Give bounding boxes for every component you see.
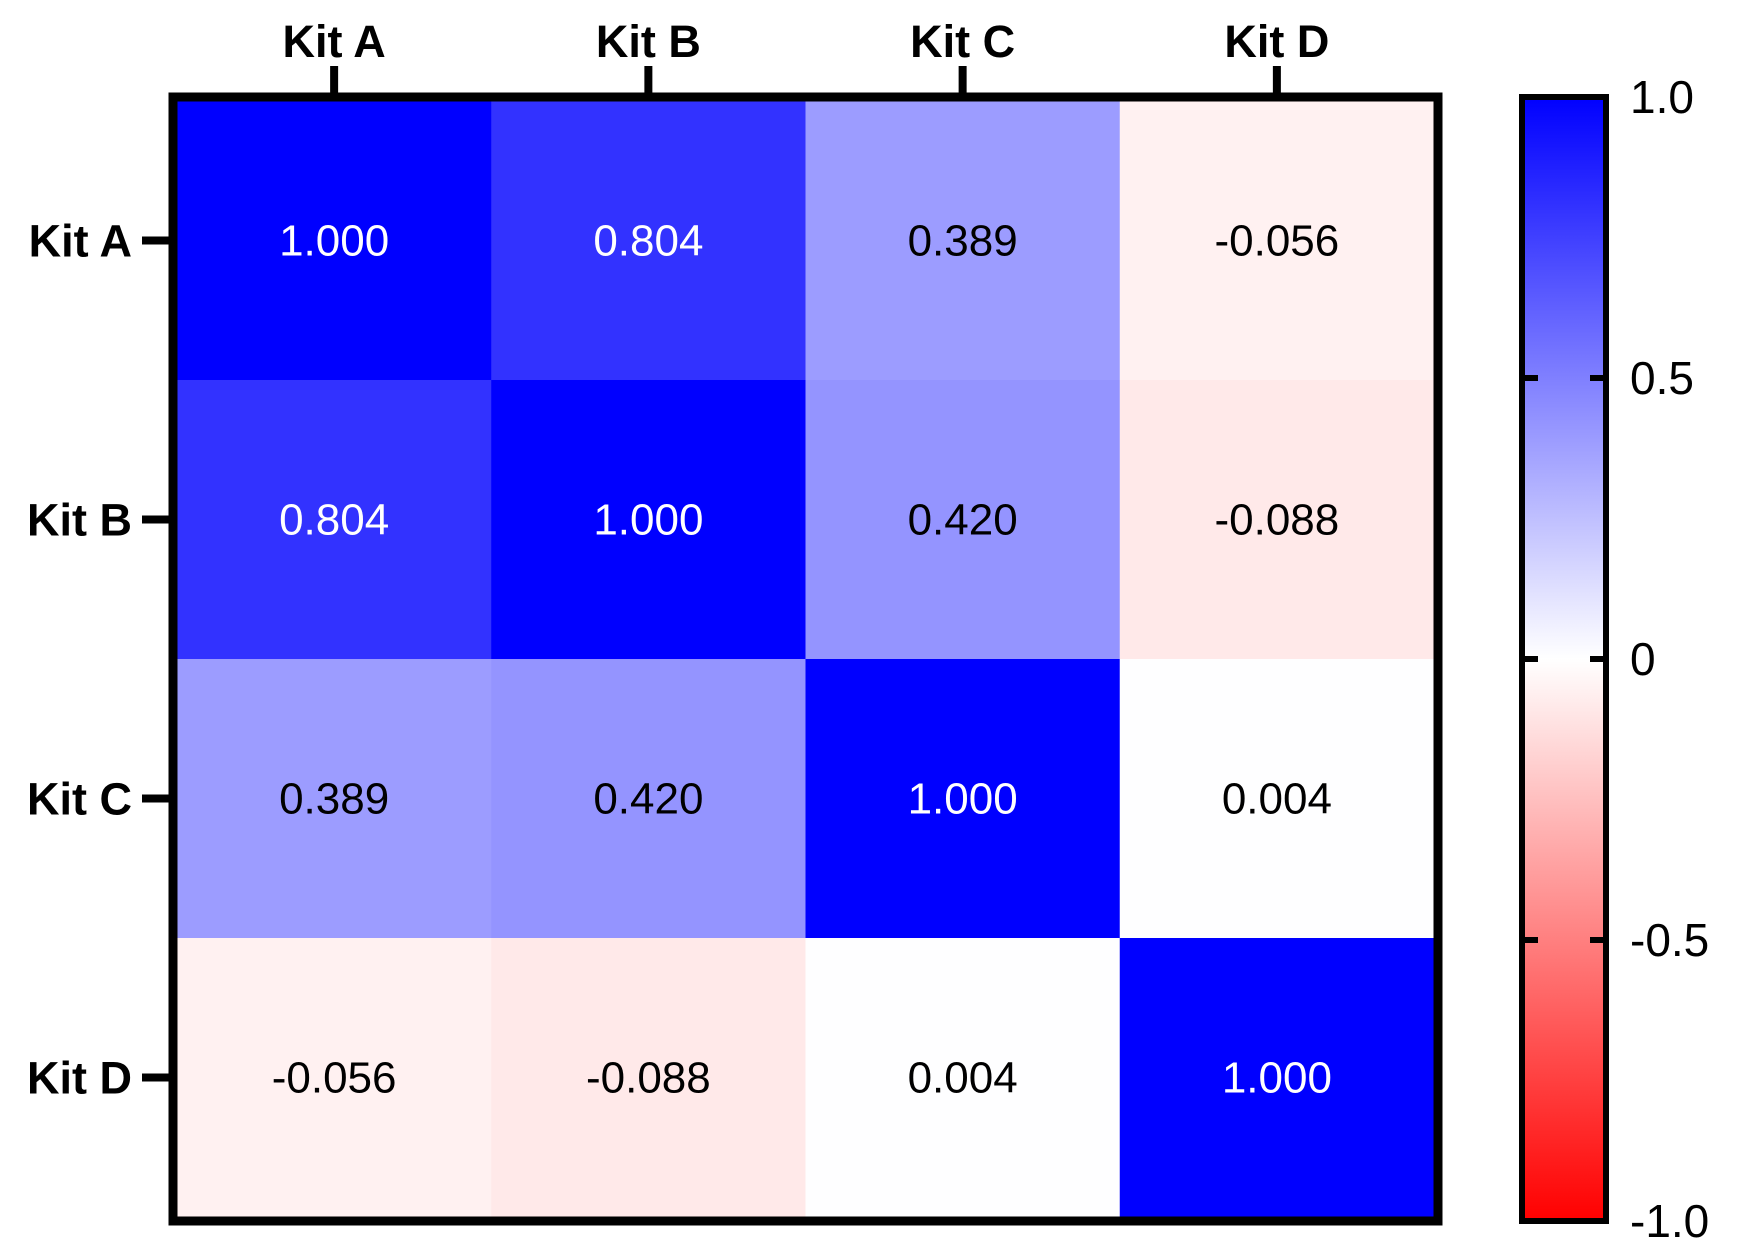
x-tick-label: Kit C bbox=[910, 16, 1015, 67]
cell-value-label: 0.420 bbox=[908, 496, 1018, 545]
cell-value-label: 1.000 bbox=[279, 217, 389, 266]
cell-value-label: 0.804 bbox=[279, 496, 389, 545]
plot-frame bbox=[168, 92, 1443, 1226]
heatmap-cell bbox=[1119, 659, 1435, 939]
scale-tick-label: 0.5 bbox=[1630, 352, 1694, 404]
y-tick-label: Kit D bbox=[27, 1053, 132, 1104]
heatmap-cell bbox=[491, 938, 806, 1218]
cell-value-label: 1.000 bbox=[908, 775, 1018, 824]
cell-value-label: -0.056 bbox=[1214, 217, 1339, 266]
color-scale-legend: 1.0 0.5 0 -0.5 -1.0 bbox=[1519, 71, 1709, 1247]
scale-tick-label: -1.0 bbox=[1630, 1195, 1709, 1247]
heatmap-cell bbox=[805, 659, 1121, 939]
scale-tick-label: 1.0 bbox=[1630, 71, 1694, 123]
heatmap-cell bbox=[805, 380, 1121, 660]
cell-value-label: 0.804 bbox=[593, 217, 703, 266]
scale-tick-label: -0.5 bbox=[1630, 914, 1709, 966]
cell-value-label: 0.389 bbox=[279, 775, 389, 824]
heatmap-cell bbox=[1119, 101, 1435, 381]
cell-value-label: 0.389 bbox=[908, 217, 1018, 266]
heatmap-cell bbox=[491, 101, 806, 381]
heatmap-cell bbox=[491, 380, 806, 660]
heatmap-cells: 1.000 0.804 0.389 -0.056 0.804 1.000 0.420 -0.0… bbox=[177, 101, 1435, 1218]
heatmap-cell bbox=[1119, 938, 1435, 1218]
y-tick-label: Kit A bbox=[29, 216, 132, 267]
heatmap-cell bbox=[805, 938, 1121, 1218]
cell-value-label: 0.004 bbox=[1222, 775, 1332, 824]
color-scale-ticks: 1.0 0.5 0 -0.5 -1.0 bbox=[1522, 71, 1709, 1247]
x-tick-label: Kit D bbox=[1224, 16, 1329, 67]
x-axis: Kit A Kit B Kit C Kit D bbox=[282, 16, 1329, 97]
heatmap-cell bbox=[177, 101, 492, 381]
scale-tick-label: 0 bbox=[1630, 633, 1656, 685]
heatmap-cell bbox=[177, 938, 492, 1218]
cell-value-label: 1.000 bbox=[593, 496, 703, 545]
heatmap-cell bbox=[177, 659, 492, 939]
heatmap-cell bbox=[491, 659, 806, 939]
cell-value-label: 1.000 bbox=[1222, 1054, 1332, 1103]
heatmap-cell bbox=[805, 101, 1121, 381]
y-tick-label: Kit B bbox=[27, 495, 132, 546]
x-tick-label: Kit A bbox=[282, 16, 385, 67]
x-tick-label: Kit B bbox=[596, 16, 701, 67]
heatmap-cell bbox=[1119, 380, 1435, 660]
cell-value-label: -0.088 bbox=[586, 1054, 711, 1103]
cell-value-label: -0.088 bbox=[1214, 496, 1339, 545]
heatmap-cell bbox=[177, 380, 492, 660]
cell-value-label: -0.056 bbox=[272, 1054, 397, 1103]
cell-value-label: 0.004 bbox=[908, 1054, 1018, 1103]
cell-value-label: 0.420 bbox=[593, 775, 703, 824]
y-axis: Kit A Kit B Kit C Kit D bbox=[27, 216, 173, 1104]
y-tick-label: Kit C bbox=[27, 774, 132, 825]
